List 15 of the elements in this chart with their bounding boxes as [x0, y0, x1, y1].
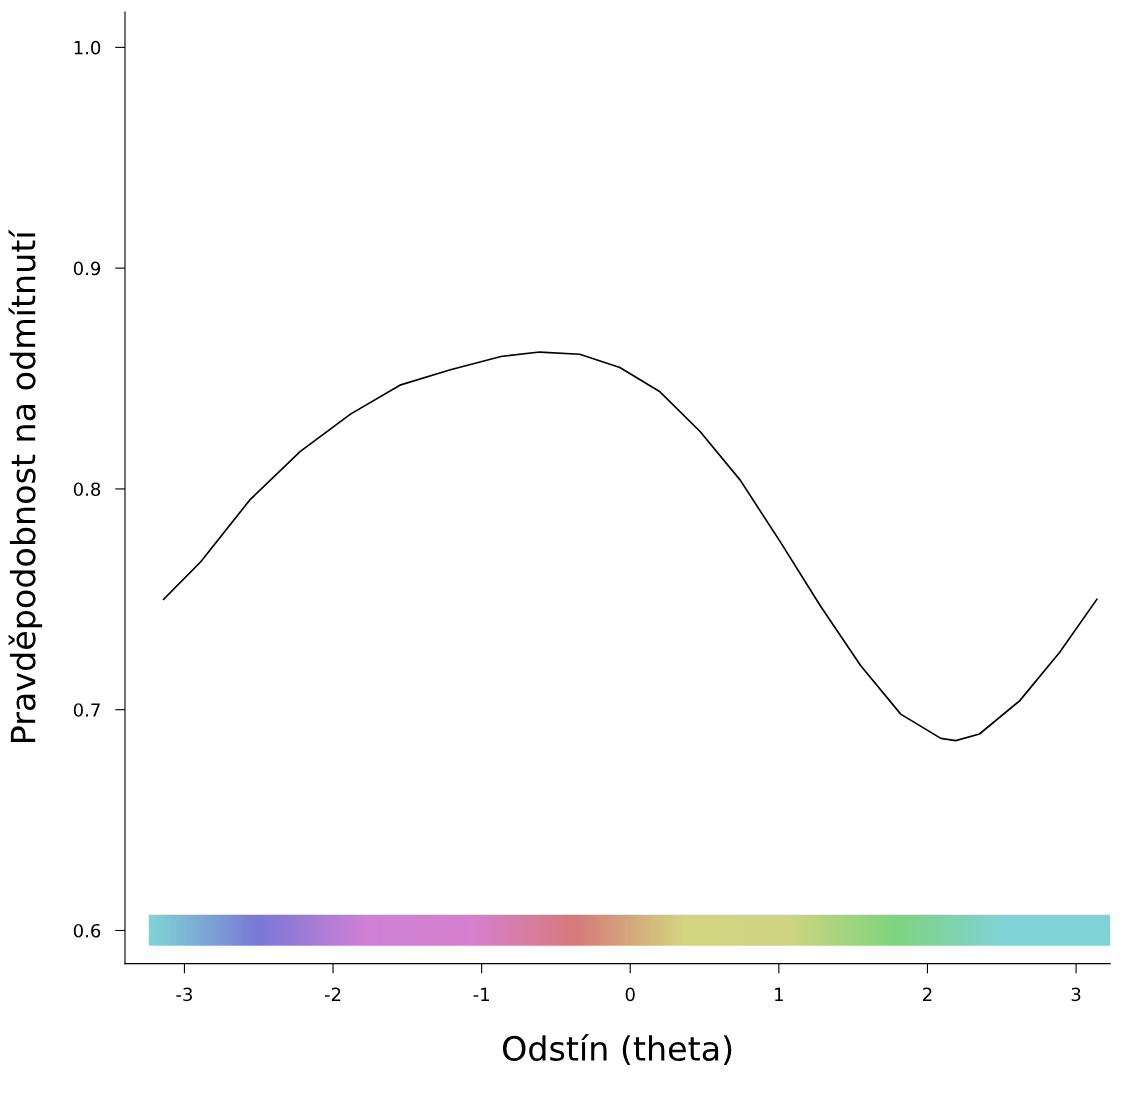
line-series — [162, 351, 1098, 742]
y-tick-label: 0.6 — [73, 923, 101, 938]
x-tick-label: -2 — [324, 987, 341, 1001]
y-tick-label: 0.8 — [73, 482, 101, 497]
x-axis-title: Odstín (theta) — [502, 1033, 732, 1065]
x-tick-label: -3 — [176, 987, 192, 1002]
y-tick-label: 0.7 — [73, 703, 100, 717]
x-tick-label: 2 — [923, 987, 932, 1001]
y-axis-title: Pravděpodobnost na odmítnutí — [8, 229, 43, 743]
x-tick-label: 3 — [1071, 987, 1081, 1002]
x-tick-label: -1 — [473, 987, 489, 1001]
y-tick-label: 0.9 — [73, 261, 101, 276]
x-tick-label: 0 — [625, 987, 635, 1002]
y-tick-label: 1.0 — [74, 40, 101, 55]
x-tick-label: 1 — [775, 987, 783, 1001]
